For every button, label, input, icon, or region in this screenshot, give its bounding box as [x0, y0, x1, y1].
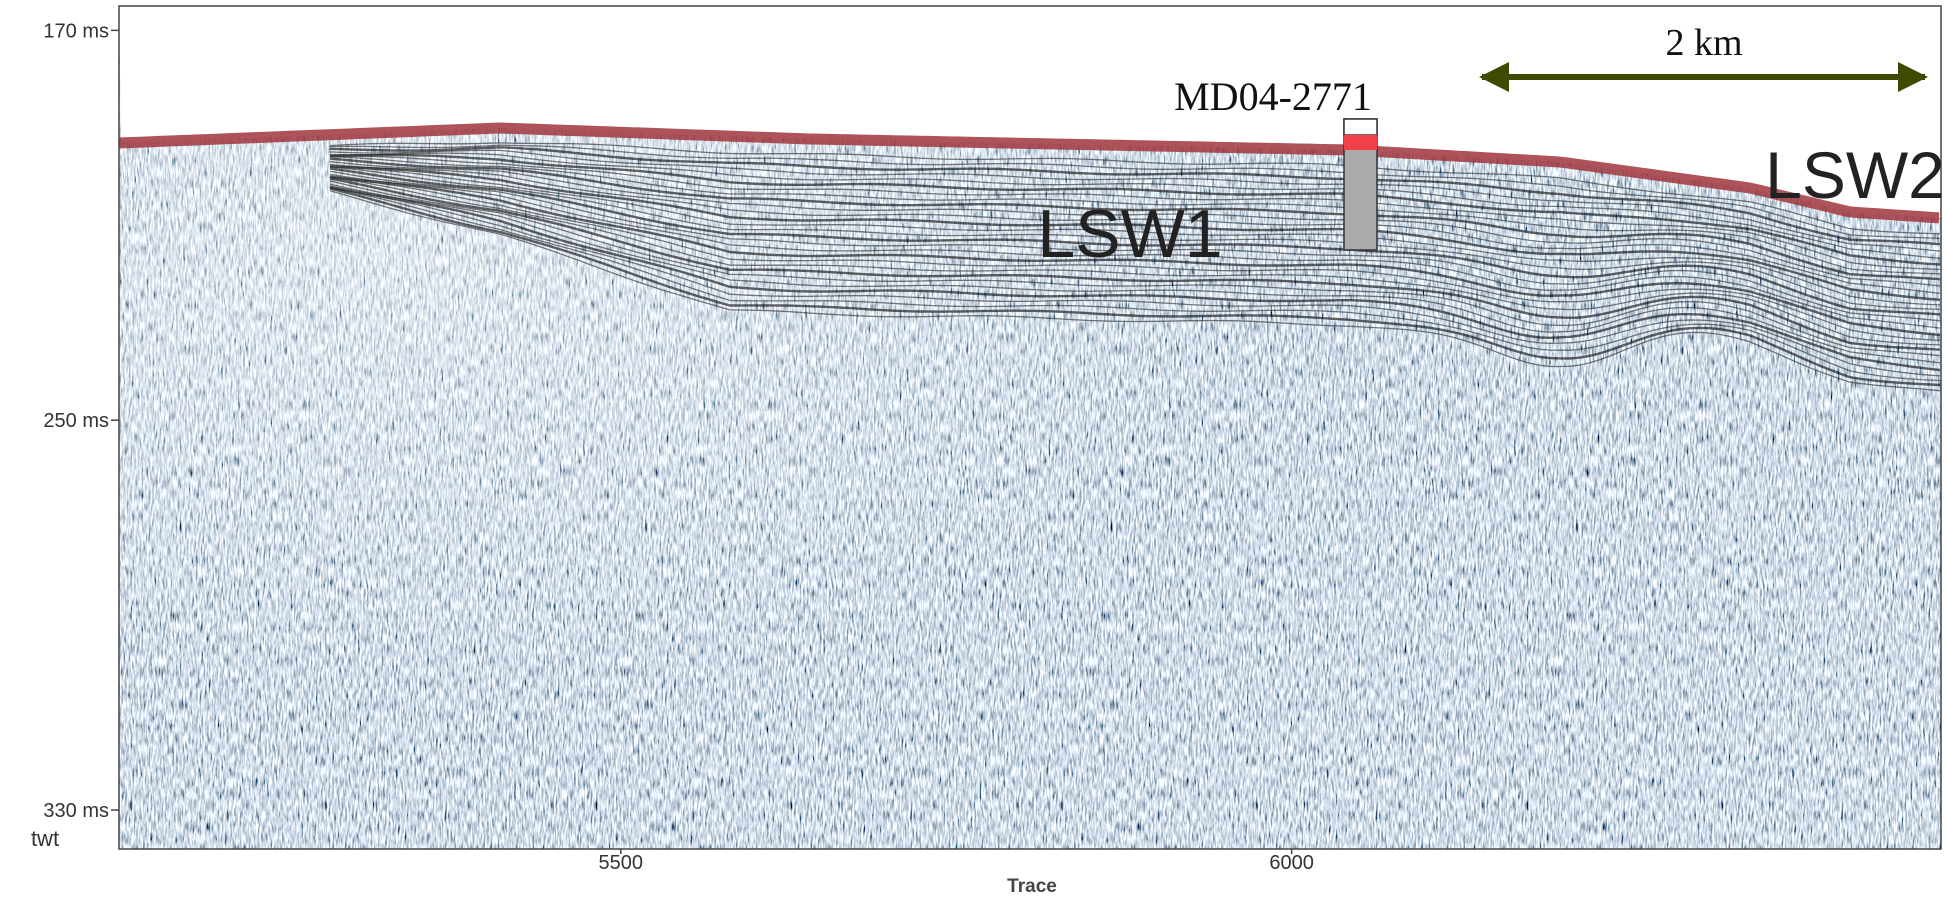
- y-axis-label: twt: [31, 826, 59, 851]
- scale-label: 2 km: [1665, 22, 1742, 64]
- core-red: [1344, 135, 1377, 150]
- x-tick-label: 5500: [599, 852, 644, 874]
- chart: 2 km MD04-2771 LSW1 LSW2 Trace twt 170 m…: [0, 0, 1947, 899]
- unit-label: LSW1: [1037, 196, 1222, 272]
- core-top: [1344, 119, 1377, 135]
- y-tick-label: 330 ms: [43, 800, 109, 822]
- y-tick-label: 250 ms: [43, 410, 109, 432]
- seismic-image: [119, 6, 1941, 849]
- y-tick-label: 170 ms: [43, 20, 109, 42]
- x-tick-label: 6000: [1269, 852, 1314, 874]
- x-axis-label: Trace: [1007, 876, 1057, 897]
- unit-label: LSW2: [1765, 138, 1945, 212]
- core-label: MD04-2771: [1174, 74, 1372, 119]
